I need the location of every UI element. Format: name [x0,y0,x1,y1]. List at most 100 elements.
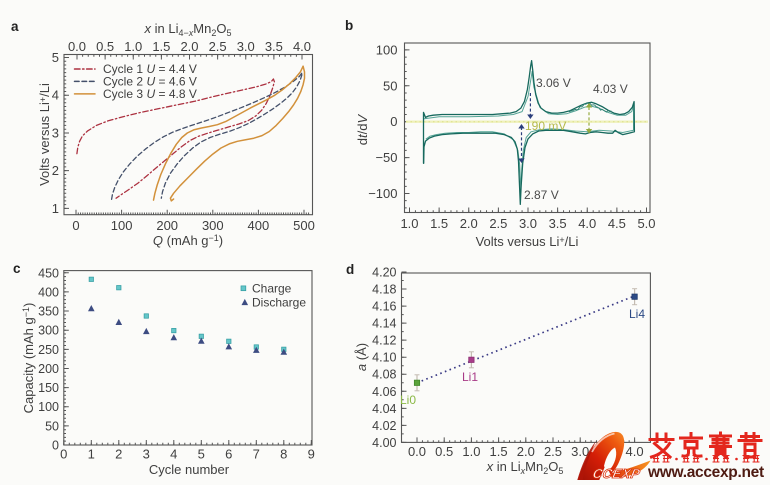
svg-text:4.0: 4.0 [626,444,644,459]
svg-text:100: 100 [376,42,398,57]
svg-text:4.10: 4.10 [372,351,396,365]
svg-text:2.5: 2.5 [544,444,562,459]
svg-text:0: 0 [60,447,67,462]
svg-text:Cycle 1: Cycle 1 [103,62,143,76]
svg-text:3.0: 3.0 [519,216,537,231]
svg-text:300: 300 [202,218,224,233]
svg-text:6: 6 [225,447,232,462]
svg-text:0: 0 [52,439,59,453]
svg-text:3: 3 [143,447,150,462]
svg-text:4.04: 4.04 [372,402,396,416]
svg-text:www.accexp.net: www.accexp.net [647,464,764,480]
svg-text:1.5: 1.5 [490,444,508,459]
svg-text:Q (mAh g−1): Q (mAh g−1) [153,233,223,248]
svg-text:3.06 V: 3.06 V [536,76,571,90]
svg-text:5: 5 [198,447,205,462]
svg-text:2.87 V: 2.87 V [524,188,559,202]
svg-text:1.5: 1.5 [152,39,170,54]
svg-text:Capacity (mAh g−1): Capacity (mAh g−1) [21,303,36,414]
svg-text:Cycle 3: Cycle 3 [103,87,143,101]
svg-text:4: 4 [170,447,177,462]
svg-text:1.0: 1.0 [462,444,480,459]
svg-text:4: 4 [52,88,59,103]
svg-text:2.0: 2.0 [460,216,478,231]
svg-text:4.14: 4.14 [372,317,396,331]
svg-text:4.00: 4.00 [372,436,396,450]
svg-text:4.06: 4.06 [372,385,396,399]
svg-text:3.0: 3.0 [237,39,255,54]
svg-text:4.0: 4.0 [293,39,311,54]
svg-text:1.0: 1.0 [400,216,418,231]
svg-text:0.0: 0.0 [408,444,426,459]
svg-text:250: 250 [38,343,59,357]
svg-text:Li1: Li1 [462,370,478,384]
svg-text:Cycle number: Cycle number [149,462,230,477]
svg-text:350: 350 [38,305,59,319]
svg-text:2.5: 2.5 [489,216,507,231]
svg-text:4.5: 4.5 [608,216,626,231]
svg-text:200: 200 [156,218,178,233]
svg-text:400: 400 [248,218,270,233]
svg-text:0: 0 [390,114,397,129]
svg-text:5.0: 5.0 [637,216,655,231]
svg-text:b: b [345,18,353,33]
svg-text:d: d [346,262,354,277]
svg-text:3: 3 [52,125,59,140]
svg-text:0.0: 0.0 [68,39,86,54]
svg-text:Volts versus Li+/Li: Volts versus Li+/Li [476,234,579,249]
svg-text:U = 4.4 V: U = 4.4 V [147,62,197,76]
svg-text:0: 0 [72,218,79,233]
svg-text:1: 1 [52,201,59,216]
svg-text:Li0: Li0 [400,393,416,407]
svg-text:0.5: 0.5 [435,444,453,459]
svg-text:100: 100 [111,218,133,233]
svg-text:1.0: 1.0 [124,39,142,54]
svg-text:4.18: 4.18 [372,283,396,297]
svg-text:dt/dV: dt/dV [355,113,370,145]
svg-text:0.5: 0.5 [96,39,114,54]
svg-text:c: c [13,261,21,276]
svg-text:50: 50 [383,78,397,93]
svg-text:1: 1 [88,447,95,462]
svg-text:−50: −50 [375,150,397,165]
svg-text:U = 4.8 V: U = 4.8 V [147,87,197,101]
svg-text:3.5: 3.5 [549,216,567,231]
svg-text:4.12: 4.12 [372,334,396,348]
svg-text:3.5: 3.5 [265,39,283,54]
svg-text:50: 50 [45,419,59,433]
svg-text:U = 4.6 V: U = 4.6 V [147,75,197,89]
svg-text:a: a [11,19,19,34]
svg-text:2: 2 [115,447,122,462]
svg-text:Charge: Charge [252,282,292,296]
svg-text:2.0: 2.0 [517,444,535,459]
svg-text:a (Å): a (Å) [354,343,369,371]
svg-text:2.0: 2.0 [180,39,198,54]
svg-text:CCEXP: CCEXP [591,466,641,480]
svg-text:2.5: 2.5 [209,39,227,54]
svg-text:4.0: 4.0 [578,216,596,231]
svg-text:190 mV: 190 mV [525,119,566,133]
svg-text:3.0: 3.0 [571,444,589,459]
svg-text:Volts versus Li+/Li: Volts versus Li+/Li [37,83,52,186]
svg-text:500: 500 [293,218,315,233]
svg-text:x in Li4−xMn2O5: x in Li4−xMn2O5 [144,21,232,38]
svg-text:5: 5 [52,50,59,65]
svg-text:9: 9 [308,447,315,462]
svg-text:1.5: 1.5 [430,216,448,231]
svg-text:Discharge: Discharge [252,296,306,310]
svg-text:4.08: 4.08 [372,368,396,382]
svg-text:150: 150 [38,381,59,395]
svg-text:Li4: Li4 [629,307,645,321]
svg-text:450: 450 [38,266,59,280]
svg-text:−100: −100 [368,186,397,201]
svg-text:400: 400 [38,285,59,299]
svg-text:Cycle 2: Cycle 2 [103,75,143,89]
svg-text:4.20: 4.20 [372,266,396,280]
svg-text:200: 200 [38,362,59,376]
svg-text:x in LixMn2O5: x in LixMn2O5 [486,459,564,476]
svg-text:4.02: 4.02 [372,419,396,433]
svg-text:8: 8 [280,447,287,462]
svg-text:100: 100 [38,400,59,414]
svg-text:4.03 V: 4.03 V [593,82,628,96]
svg-text:300: 300 [38,324,59,338]
